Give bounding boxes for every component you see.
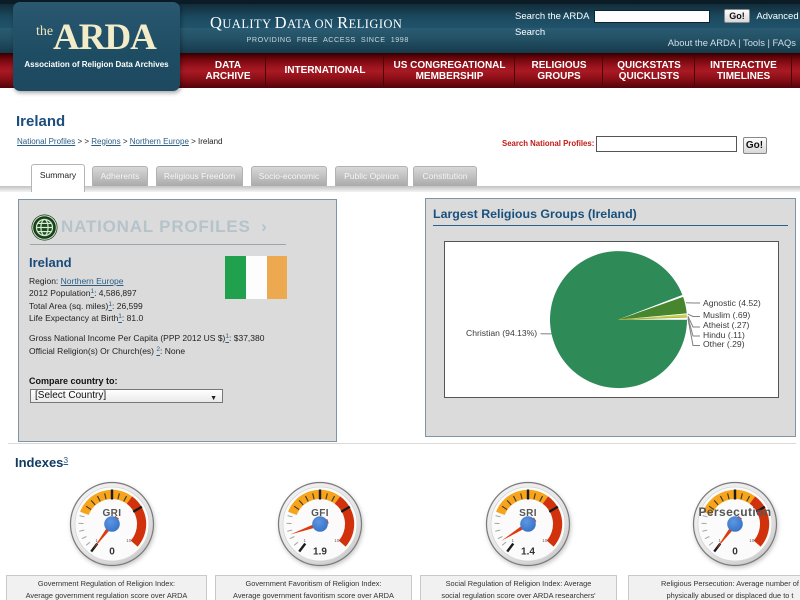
svg-text:Persecution: Persecution xyxy=(698,505,771,519)
svg-text:10: 10 xyxy=(749,538,755,543)
svg-text:10: 10 xyxy=(334,538,340,543)
svg-text:0: 0 xyxy=(109,547,115,558)
svg-text:1: 1 xyxy=(512,538,515,543)
svg-text:10: 10 xyxy=(126,538,132,543)
svg-text:1.9: 1.9 xyxy=(313,547,327,558)
svg-text:GRI: GRI xyxy=(103,508,122,519)
svg-text:1: 1 xyxy=(719,538,722,543)
svg-text:0: 0 xyxy=(732,547,738,558)
svg-text:1: 1 xyxy=(304,538,307,543)
svg-text:1: 1 xyxy=(96,538,99,543)
svg-text:1.4: 1.4 xyxy=(521,547,535,558)
svg-text:GFI: GFI xyxy=(311,508,329,519)
svg-text:SRI: SRI xyxy=(519,508,537,519)
svg-text:10: 10 xyxy=(542,538,548,543)
